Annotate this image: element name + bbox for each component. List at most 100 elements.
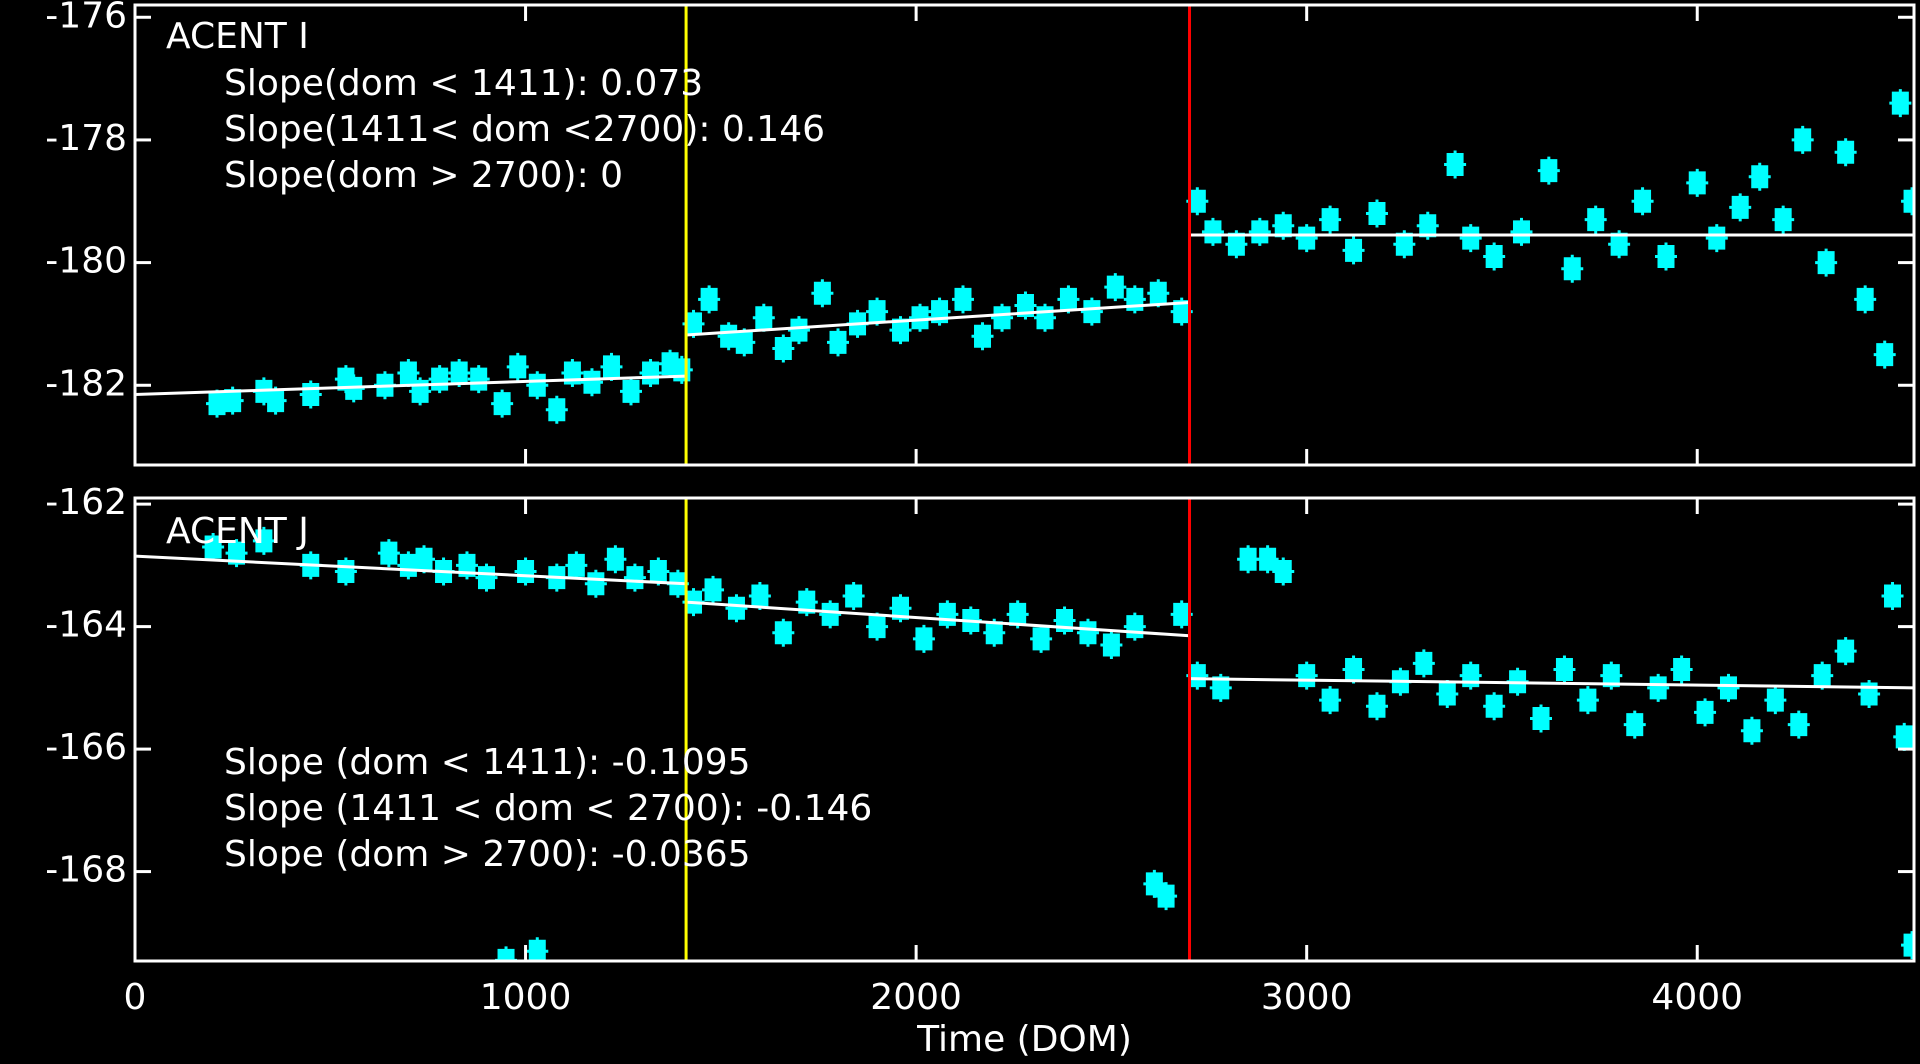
data-point [1647, 673, 1670, 702]
data-point [1209, 673, 1232, 702]
data-point [1155, 882, 1178, 911]
data-point [409, 377, 432, 406]
x-tick-label: 2000 [870, 977, 962, 1018]
data-point [912, 624, 935, 653]
data-point [252, 526, 275, 555]
data-point [1834, 138, 1857, 167]
data-point [506, 352, 529, 381]
data-point [1170, 600, 1193, 629]
data-point [1342, 236, 1365, 265]
data-point [1256, 545, 1279, 574]
data-point [1248, 217, 1271, 246]
data-point [1436, 679, 1459, 708]
data-point [1553, 655, 1576, 684]
data-point [1030, 624, 1053, 653]
data-point [475, 563, 498, 592]
data-point [1623, 710, 1646, 739]
data-point [1076, 618, 1099, 647]
data-point [1483, 692, 1506, 721]
data-point [748, 581, 771, 610]
fit-line [135, 374, 687, 396]
data-point [1748, 162, 1771, 191]
x-tick-label: 4000 [1651, 977, 1743, 1018]
data-point [526, 371, 549, 400]
data-point [455, 551, 478, 580]
data-point [1459, 224, 1482, 253]
data-point [604, 545, 627, 574]
y-tick-label: -176 [45, 0, 127, 36]
data-point [1631, 187, 1654, 216]
data-point [819, 600, 842, 629]
data-point [1123, 612, 1146, 641]
data-point [561, 359, 584, 387]
data-point [1080, 297, 1103, 326]
data-point [1123, 285, 1146, 314]
data-point [1237, 545, 1260, 574]
data-point [670, 355, 693, 384]
data-point [936, 600, 959, 629]
data-point [413, 545, 436, 574]
data-point [811, 279, 834, 308]
annotation: Slope (dom < 1411): -0.1095 [224, 742, 751, 783]
data-point [1717, 673, 1740, 702]
data-point [1873, 340, 1896, 369]
data-point [1791, 125, 1814, 154]
data-point [1670, 655, 1693, 684]
fit-line [1189, 677, 1914, 690]
data-point [514, 557, 537, 586]
data-point [1686, 168, 1709, 197]
data-point [299, 380, 322, 409]
annotation: Slope(dom < 1411): 0.073 [224, 63, 703, 104]
data-point [1272, 557, 1295, 586]
data-point [1365, 692, 1388, 721]
annotation: ACENT J [166, 511, 309, 552]
data-point [1295, 661, 1318, 690]
data-point [206, 389, 229, 418]
data-point [202, 532, 225, 561]
data-point [623, 563, 646, 592]
data-point [1740, 716, 1763, 745]
data-point [991, 303, 1014, 332]
data-point [725, 594, 748, 623]
x-tick-label: 0 [124, 977, 147, 1018]
data-point [1694, 698, 1717, 727]
data-point [1561, 254, 1584, 283]
data-point [889, 316, 912, 345]
data-point [772, 334, 795, 363]
data-point [428, 365, 451, 394]
x-tick-label: 1000 [480, 977, 572, 1018]
y-tick-label: -168 [45, 850, 127, 891]
data-point [1654, 242, 1677, 271]
y-tick-label: -162 [45, 482, 127, 523]
data-point [1530, 704, 1553, 733]
y-tick-label: -180 [45, 241, 127, 282]
data-point [1893, 722, 1914, 751]
data-point [1100, 630, 1123, 659]
data-point [1272, 211, 1295, 240]
fit-line [685, 600, 1190, 638]
data-point [1034, 303, 1056, 332]
data-point [971, 322, 994, 351]
data-point [752, 303, 775, 332]
data-point [1815, 248, 1838, 277]
data-point [1444, 150, 1467, 179]
data-point [639, 359, 662, 387]
data-point [1901, 931, 1914, 960]
y-tick-label: -182 [45, 363, 127, 404]
data-point [827, 328, 850, 357]
data-point [702, 575, 725, 604]
data-point [1295, 224, 1318, 253]
fit-line [135, 554, 687, 586]
y-tick-label: -178 [45, 118, 127, 159]
data-point [787, 316, 810, 345]
data-point [545, 395, 568, 424]
data-point [1365, 199, 1388, 228]
data-point [1764, 686, 1787, 715]
y-tick-label: -166 [45, 727, 127, 768]
data-point [1483, 242, 1506, 271]
data-point [1834, 637, 1857, 666]
data-point [1057, 285, 1080, 314]
data-point [1537, 156, 1560, 185]
